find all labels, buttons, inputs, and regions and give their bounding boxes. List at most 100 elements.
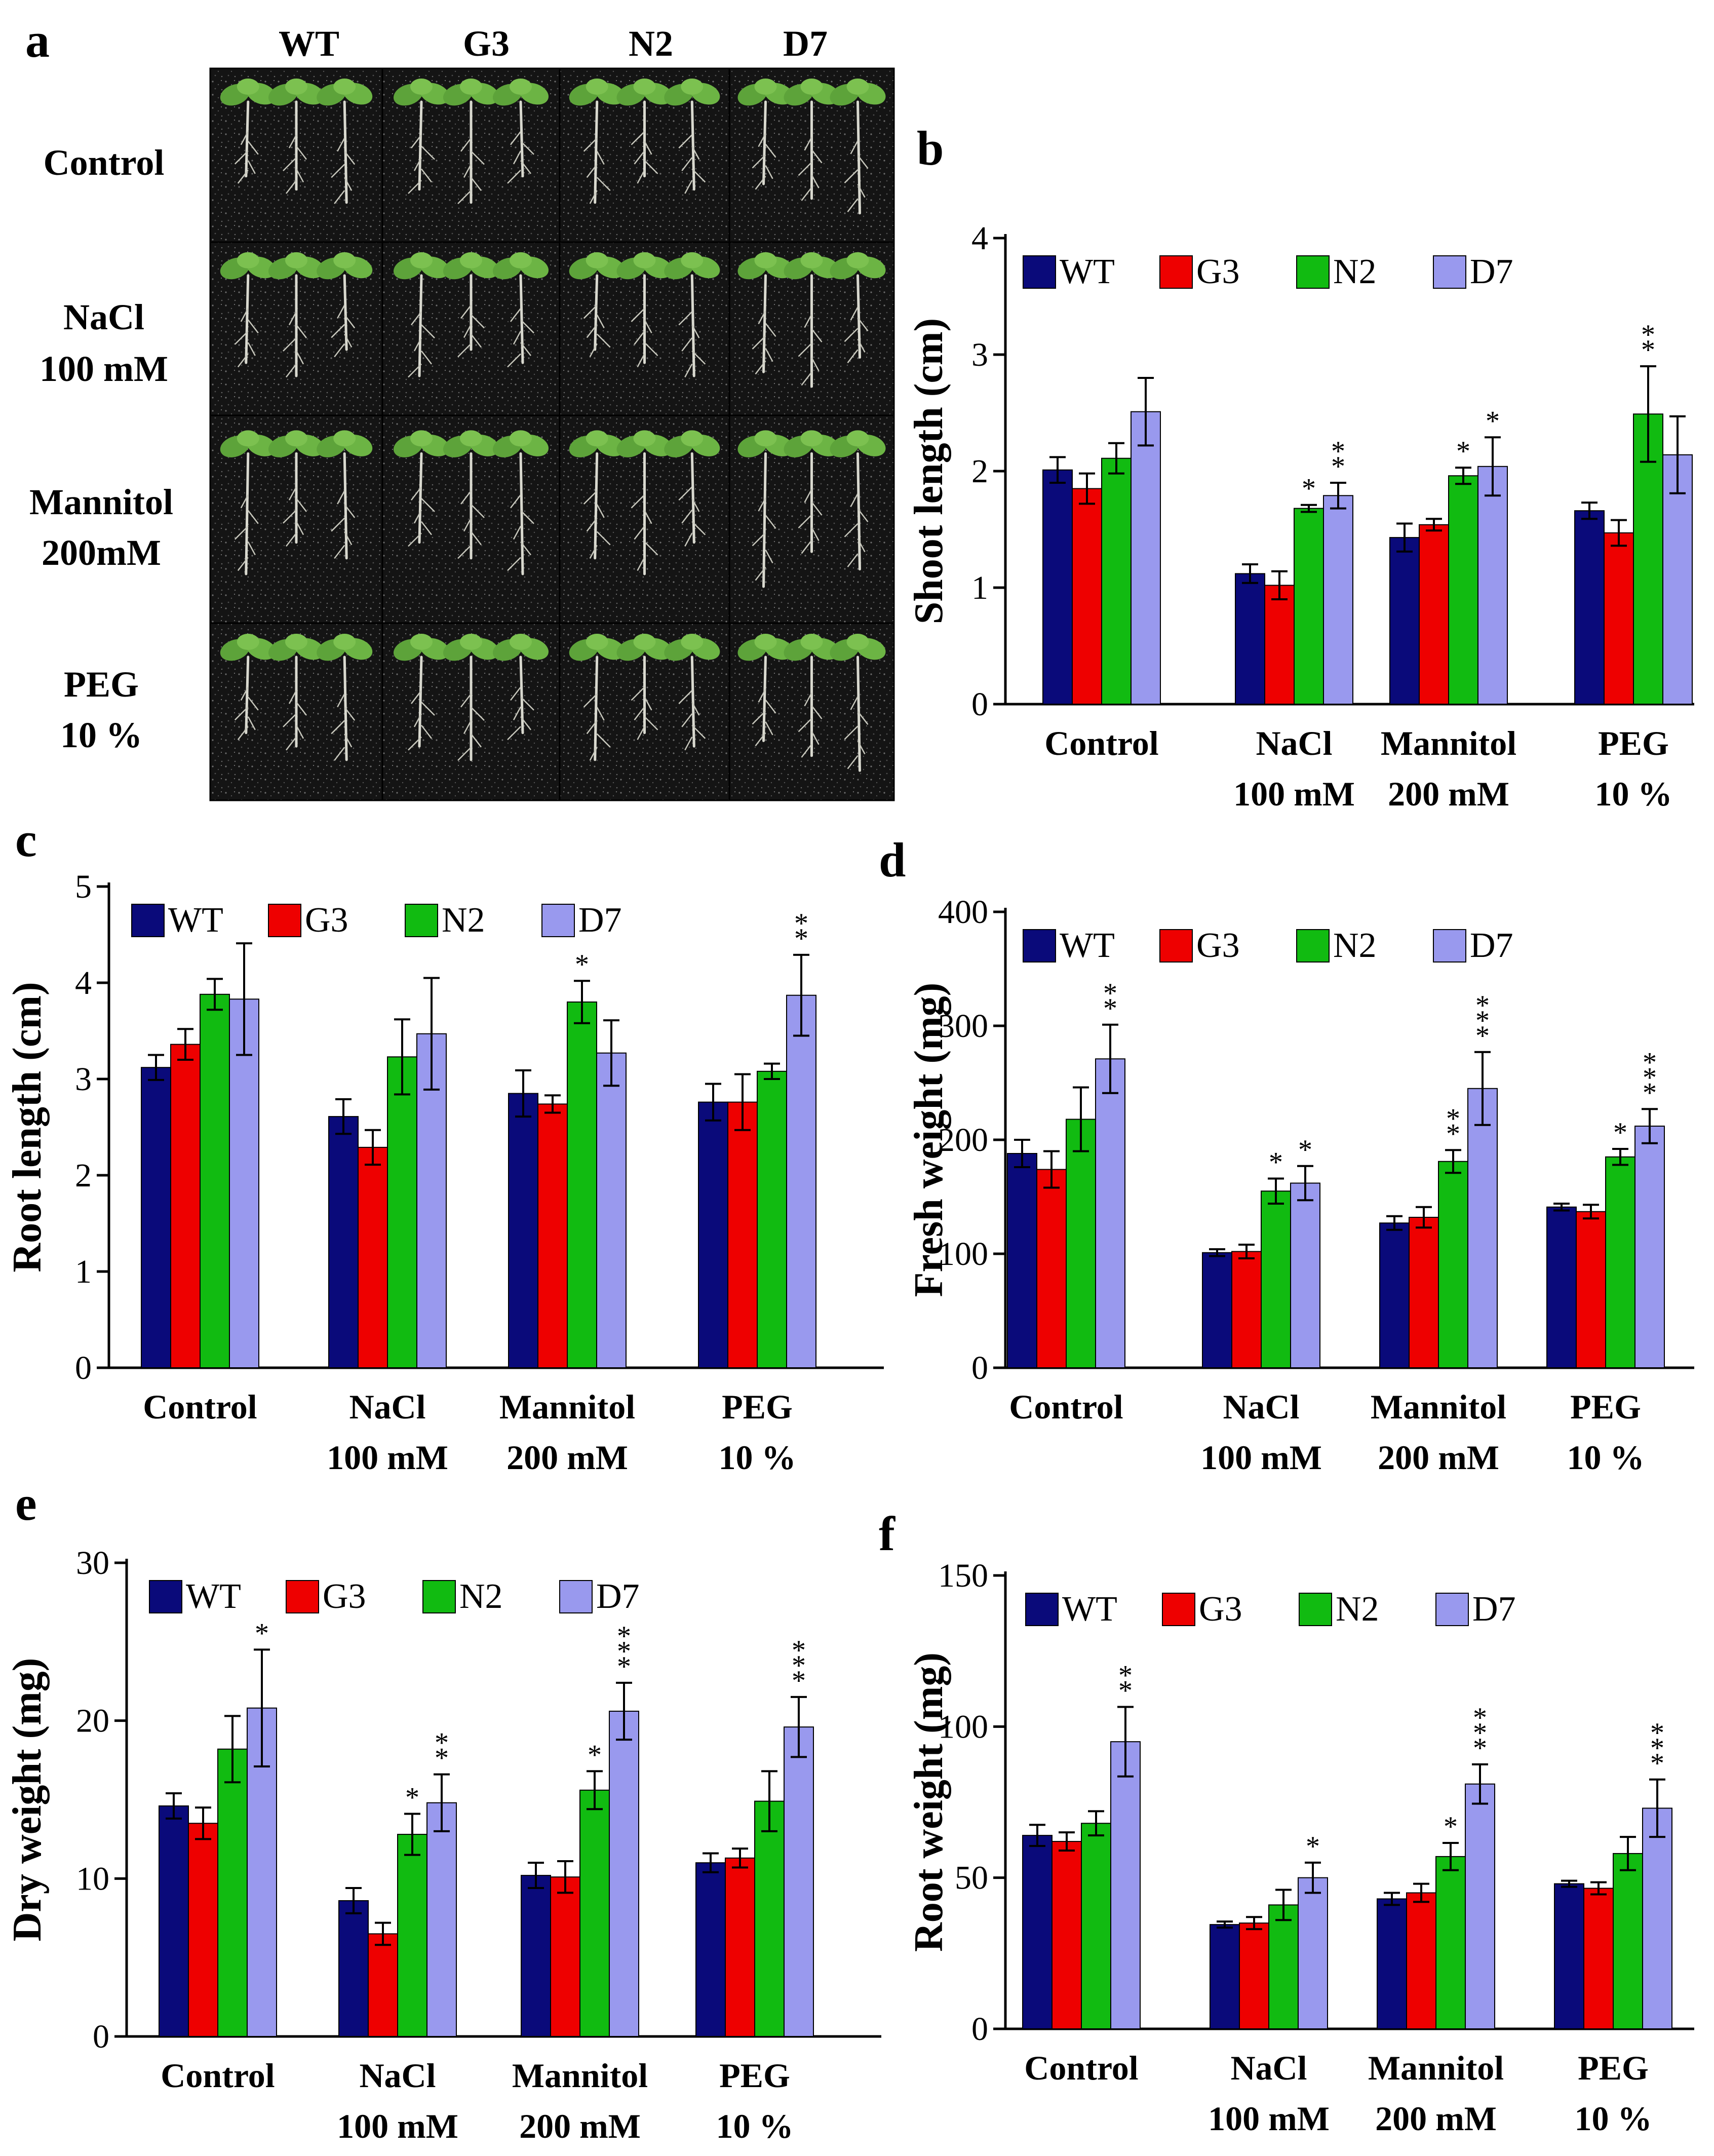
seedling bbox=[393, 252, 450, 378]
significance-star: * bbox=[1641, 319, 1655, 351]
legend-swatch-n2 bbox=[1296, 255, 1330, 289]
photo-tile bbox=[559, 414, 730, 624]
bar-wt bbox=[1042, 469, 1073, 705]
error-bar bbox=[1649, 1778, 1665, 1838]
error-bar bbox=[1275, 1889, 1292, 1921]
significance-star: * bbox=[794, 923, 808, 954]
error-bar bbox=[1108, 442, 1124, 475]
y-tick-label: 150 bbox=[938, 1557, 988, 1594]
error-bar bbox=[587, 1770, 603, 1811]
legend-label: N2 bbox=[1333, 252, 1377, 291]
category-label: 10 % bbox=[1595, 775, 1672, 813]
category-label: 200 mM bbox=[519, 2107, 641, 2145]
significance-mark: * bbox=[405, 1782, 419, 1814]
y-axis-title: Dry weight (mg) bbox=[5, 1658, 50, 1942]
legend-swatch-n2 bbox=[405, 904, 438, 937]
significance-mark: * bbox=[1486, 405, 1500, 437]
y-tick-label: 100 bbox=[938, 1708, 988, 1745]
seedling bbox=[268, 430, 325, 547]
bar-g3 bbox=[725, 1857, 755, 2037]
bar-d7 bbox=[1323, 495, 1353, 705]
legend-label: G3 bbox=[305, 901, 348, 940]
significance-mark: *** bbox=[1475, 990, 1490, 1052]
category-label: Mannitol bbox=[499, 1388, 635, 1426]
error-bar bbox=[1396, 522, 1413, 553]
error-bar bbox=[1043, 1150, 1060, 1189]
category-label: 200 mM bbox=[1388, 775, 1509, 813]
legend-swatch-d7 bbox=[1433, 255, 1466, 289]
legend-swatch-wt bbox=[131, 904, 165, 937]
significance-mark: * bbox=[1302, 473, 1316, 505]
bar-wt bbox=[1007, 1153, 1037, 1368]
error-bar bbox=[1217, 1920, 1233, 1929]
significance-star: * bbox=[1643, 1047, 1657, 1078]
y-tick-label: 50 bbox=[955, 1860, 988, 1897]
bar-n2 bbox=[1081, 1823, 1111, 2029]
bar-n2 bbox=[1268, 1904, 1299, 2030]
significance-star: * bbox=[1650, 1748, 1664, 1779]
bar-g3 bbox=[358, 1146, 388, 1368]
bar-n2 bbox=[1435, 1856, 1466, 2029]
legend-swatch-g3 bbox=[268, 904, 301, 937]
bar-n2 bbox=[1294, 508, 1324, 705]
bar-g3 bbox=[1409, 1217, 1439, 1368]
y-axis-title: Shoot length (cm) bbox=[907, 318, 951, 624]
seedling bbox=[317, 430, 373, 560]
legend: WT G3 N2 D7 bbox=[1023, 252, 1513, 291]
legend-swatch-n2 bbox=[1296, 929, 1330, 962]
error-bar bbox=[1301, 504, 1317, 513]
category-label: PEG bbox=[719, 2056, 790, 2095]
seedling bbox=[664, 252, 720, 378]
bar-wt bbox=[159, 1805, 189, 2037]
bar-d7 bbox=[784, 1726, 814, 2037]
photo-tile bbox=[381, 414, 561, 624]
error-bar bbox=[1209, 1248, 1225, 1257]
significance-mark: *** bbox=[1643, 1047, 1657, 1108]
error-bar bbox=[1485, 436, 1501, 497]
bar-n2 bbox=[217, 1748, 248, 2037]
bar-g3 bbox=[1604, 532, 1634, 705]
seedling bbox=[393, 634, 450, 751]
error-bar bbox=[423, 977, 440, 1091]
significance-mark: *** bbox=[1650, 1717, 1664, 1779]
error-bar bbox=[616, 1681, 632, 1741]
seedling bbox=[616, 430, 673, 575]
y-tick-label: 2 bbox=[971, 453, 988, 490]
significance-mark: ** bbox=[794, 908, 808, 954]
bar-wt bbox=[1202, 1252, 1232, 1368]
bar-wt bbox=[521, 1875, 551, 2037]
bar-n2 bbox=[387, 1056, 417, 1369]
photo-tile bbox=[381, 622, 561, 801]
bar-n2 bbox=[200, 993, 230, 1369]
error-bar bbox=[1049, 456, 1066, 484]
significance-star: * bbox=[1456, 436, 1470, 467]
bar-g3 bbox=[1072, 488, 1102, 705]
category-label: PEG bbox=[1598, 724, 1669, 762]
error-bar bbox=[1238, 1244, 1255, 1259]
seedling bbox=[492, 252, 549, 368]
seedling-photo-grid bbox=[209, 67, 895, 801]
category-label: 200 mM bbox=[507, 1438, 628, 1477]
category-label: 10 % bbox=[719, 1438, 796, 1477]
bar-d7 bbox=[1290, 1182, 1320, 1368]
error-bar bbox=[1268, 1177, 1284, 1205]
significance-mark: * bbox=[588, 1739, 602, 1770]
error-bar bbox=[1443, 1842, 1459, 1871]
error-bar bbox=[177, 1028, 193, 1061]
photo-tile bbox=[209, 622, 383, 801]
seedling bbox=[830, 252, 886, 364]
bar-n2 bbox=[1066, 1119, 1096, 1368]
category-label: Mannitol bbox=[1368, 2049, 1504, 2087]
seedling bbox=[220, 634, 276, 740]
category-label: NaCl bbox=[1223, 1388, 1299, 1426]
bar-d7 bbox=[596, 1052, 627, 1368]
category-label: Control bbox=[1009, 1388, 1123, 1426]
error-bar bbox=[1426, 518, 1442, 532]
bar-wt bbox=[1022, 1835, 1053, 2029]
seedling bbox=[317, 634, 373, 761]
photo-col-header-g3: G3 bbox=[463, 23, 510, 64]
bar-g3 bbox=[1051, 1841, 1082, 2029]
bar-d7 bbox=[1634, 1126, 1665, 1368]
category-label: 100 mM bbox=[1200, 1438, 1322, 1477]
